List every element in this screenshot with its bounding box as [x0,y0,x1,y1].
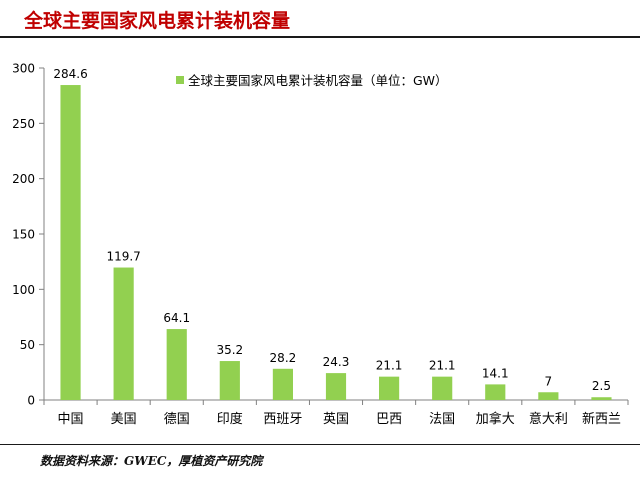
data-label: 21.1 [429,359,456,373]
data-label: 35.2 [216,343,243,357]
bar [60,85,81,400]
data-label: 28.2 [270,351,297,365]
data-label: 7 [545,374,553,388]
source-note: 数据资料来源：GWEC，厚植资产研究院 [40,454,263,468]
bar [485,384,506,400]
bar [219,361,240,400]
bar [166,329,187,400]
data-label: 14.1 [482,366,509,380]
bar-chart: 0 50 100 150 200 250 300 284.6 中国 119.7 美国 64.1 德国 35… [12,62,629,427]
bar [272,368,293,400]
x-tick-label: 西班牙 [263,412,302,427]
title-divider [0,36,640,38]
x-tick-label: 英国 [323,412,349,427]
page-title: 全球主要国家风电累计装机容量 [24,10,291,32]
y-tick-label: 250 [12,117,35,131]
x-tick-label: 巴西 [376,412,402,427]
legend-swatch [176,76,184,84]
plot-area: 0 50 100 150 200 250 300 284.6 中国 119.7 美国 64.1 德国 35… [12,62,629,427]
y-tick-label: 100 [12,283,35,297]
bar [538,392,559,400]
y-tick-label: 0 [27,394,35,408]
x-tick-label: 印度 [217,411,243,427]
x-tick-label: 中国 [58,412,84,427]
x-tick-label: 加拿大 [476,411,515,427]
bar [113,267,134,400]
bar [325,373,347,400]
bar [379,376,400,400]
x-tick-label: 德国 [164,412,190,427]
x-tick-label: 新西兰 [582,411,621,427]
x-tick-label: 意大利 [529,411,568,427]
bar [591,397,612,400]
data-label: 21.1 [376,359,403,373]
legend-label: 全球主要国家风电累计装机容量（单位：GW） [188,73,448,88]
data-label: 284.6 [53,67,87,81]
bar [432,376,453,400]
footer-divider [0,444,640,445]
x-tick-label: 美国 [111,412,137,427]
x-tick-label: 法国 [429,412,455,427]
data-label: 64.1 [163,311,190,325]
y-tick-label: 150 [12,228,35,242]
data-label: 119.7 [106,250,140,264]
y-tick-label: 200 [12,172,35,186]
data-label: 2.5 [592,379,611,393]
y-tick-label: 300 [12,62,35,76]
y-tick-label: 50 [20,338,35,352]
data-label: 24.3 [323,355,350,369]
